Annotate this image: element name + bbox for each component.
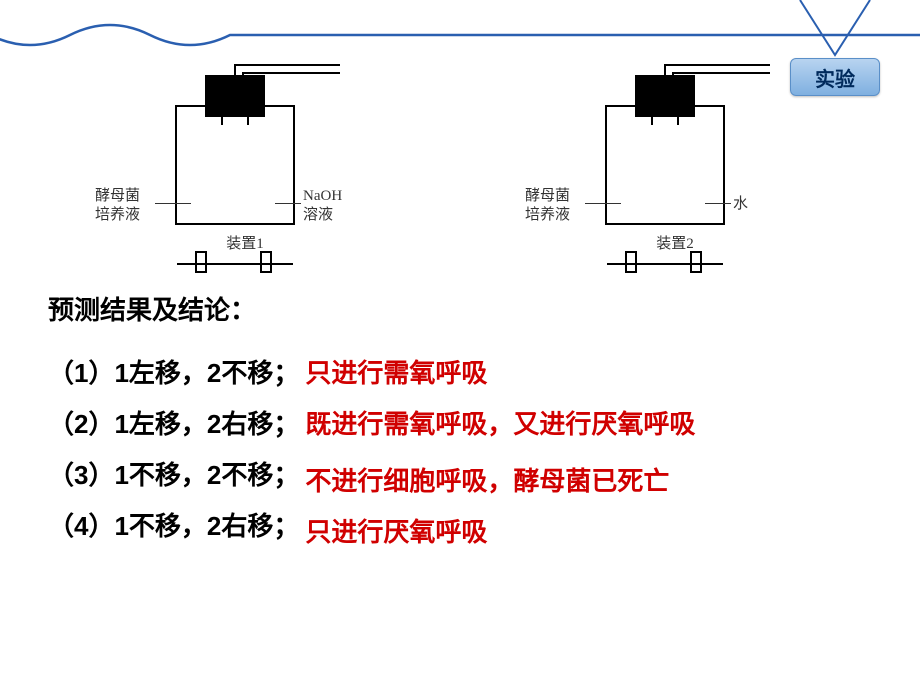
top-wave-decor [0, 0, 920, 60]
label-naoh: NaOH 溶液 [303, 187, 373, 225]
inner-vial-left [625, 251, 637, 273]
premise-4: （4）1不移，2右移； [48, 506, 299, 543]
conclusion-4: 只进行厌氧呼吸 [305, 512, 487, 549]
label-yeast-culture: 酵母菌 培养液 [95, 187, 175, 225]
premise-3: （3）1不移，2不移； [48, 455, 299, 492]
result-row-4: （4）1不移，2右移； 只进行厌氧呼吸 [48, 506, 878, 543]
content-block: 预测结果及结论： （1）1左移，2不移； 只进行需氧呼吸 （2）1左移，2右移；… [48, 290, 878, 557]
diagrams-row: 酵母菌 培养液 NaOH 溶液 装置1 酵母菌 培养液 水 装置2 [95, 75, 825, 275]
premise-1: （1）1左移，2不移； [48, 353, 299, 390]
label-yeast-culture: 酵母菌 培养液 [525, 187, 605, 225]
section-heading: 预测结果及结论： [48, 290, 878, 327]
conclusion-3: 不进行细胞呼吸，酵母菌已死亡 [305, 461, 669, 498]
tag-hanger-decor [790, 0, 880, 60]
conclusion-1: 只进行需氧呼吸 [305, 353, 487, 390]
inner-vial-left [195, 251, 207, 273]
caption-device-2: 装置2 [635, 235, 715, 254]
caption-device-1: 装置1 [205, 235, 285, 254]
apparatus-2: 酵母菌 培养液 水 装置2 [525, 75, 825, 275]
lead-line-right [275, 203, 301, 204]
flask-outline [175, 105, 295, 225]
premise-2: （2）1左移，2右移； [48, 404, 299, 441]
result-row-3: （3）1不移，2不移； 不进行细胞呼吸，酵母菌已死亡 [48, 455, 878, 492]
conclusion-2: 既进行需氧呼吸，又进行厌氧呼吸 [305, 404, 695, 441]
result-row-1: （1）1左移，2不移； 只进行需氧呼吸 [48, 353, 878, 390]
inner-vial-right [690, 251, 702, 273]
flask-outline [605, 105, 725, 225]
apparatus-1: 酵母菌 培养液 NaOH 溶液 装置1 [95, 75, 395, 275]
inner-vial-right [260, 251, 272, 273]
result-row-2: （2）1左移，2右移； 既进行需氧呼吸，又进行厌氧呼吸 [48, 404, 878, 441]
lead-line-right [705, 203, 731, 204]
label-water: 水 [733, 195, 803, 214]
